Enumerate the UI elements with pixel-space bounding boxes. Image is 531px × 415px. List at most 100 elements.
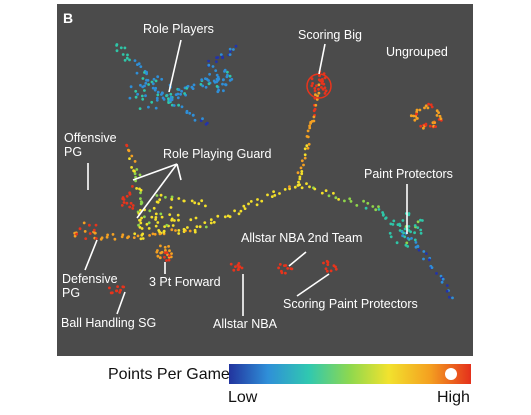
node-dot [138, 187, 141, 191]
node-dot [309, 120, 313, 124]
label-scoring-paint-protectors: Scoring Paint Protectors [283, 297, 418, 311]
node-dot [407, 225, 411, 228]
node-dot [125, 143, 128, 147]
node-dot [151, 232, 155, 236]
node-dot [326, 263, 330, 266]
node-dot [143, 89, 146, 92]
node-dot [300, 159, 304, 163]
node-dot [148, 209, 152, 213]
node-dot [139, 237, 143, 241]
node-dot [148, 234, 151, 237]
pointer-ball-handling-sg [116, 291, 126, 315]
node-dot [434, 125, 437, 128]
label-role-players: Role Players [143, 22, 214, 36]
node-dot [134, 179, 137, 183]
pointer-scoring-big [318, 43, 326, 75]
node-dot [389, 222, 393, 226]
node-dot [154, 218, 157, 221]
node-dot [438, 114, 442, 118]
node-dot [299, 166, 303, 170]
node-dot [82, 221, 86, 225]
node-dot [150, 100, 154, 104]
node-dot [204, 225, 208, 229]
node-dot [156, 254, 160, 258]
node-dot [232, 48, 235, 51]
node-dot [212, 220, 216, 224]
node-dot [159, 251, 163, 255]
node-dot [300, 170, 304, 173]
node-dot [217, 77, 221, 81]
node-dot [260, 199, 264, 203]
node-dot [167, 97, 170, 101]
label-role-playing-guard: Role Playing Guard [163, 147, 272, 161]
node-dot [119, 46, 123, 50]
node-dot [229, 50, 232, 53]
node-dot [143, 71, 146, 74]
node-dot [141, 232, 145, 236]
node-dot [277, 266, 280, 270]
node-dot [109, 291, 113, 295]
node-dot [226, 70, 229, 74]
node-dot [308, 124, 311, 128]
node-dot [284, 271, 287, 275]
pointer-allstar-2nd [288, 251, 307, 267]
node-dot [143, 215, 146, 219]
node-dot [151, 82, 155, 86]
node-dot [169, 95, 173, 99]
node-dot [83, 230, 87, 233]
node-dot [139, 221, 143, 225]
node-dot [78, 227, 82, 231]
node-dot [155, 200, 159, 204]
node-dot [140, 94, 144, 98]
node-dot [286, 267, 290, 270]
node-dot [323, 92, 327, 95]
node-dot [160, 215, 164, 219]
node-dot [159, 193, 163, 197]
node-dot [371, 205, 375, 208]
node-dot [167, 245, 170, 248]
legend-high-label: High [437, 389, 470, 406]
node-dot [207, 82, 211, 86]
node-dot [389, 235, 393, 239]
node-dot [189, 218, 193, 222]
node-dot [165, 223, 169, 227]
panel-letter: B [63, 10, 74, 26]
node-dot [377, 205, 380, 209]
node-dot [120, 204, 124, 207]
node-dot [433, 121, 436, 124]
node-dot [160, 93, 163, 96]
node-dot [108, 286, 111, 290]
node-dot [407, 212, 411, 215]
node-dot [156, 90, 160, 94]
node-dot [314, 103, 318, 107]
node-dot [430, 266, 434, 269]
node-dot [180, 105, 184, 109]
node-dot [320, 86, 323, 89]
node-dot [156, 75, 160, 79]
node-dot [211, 65, 215, 68]
node-dot [419, 218, 422, 222]
node-dot [226, 73, 229, 77]
node-dot [297, 180, 300, 184]
node-dot [193, 230, 197, 234]
node-dot [329, 269, 333, 273]
node-dot [136, 92, 139, 96]
node-dot [140, 227, 144, 230]
node-dot [413, 238, 417, 242]
node-dot [448, 295, 451, 299]
node-dot [167, 101, 170, 104]
node-dot [88, 232, 92, 235]
node-dot [135, 187, 138, 190]
node-dot [129, 85, 133, 89]
node-dot [129, 201, 133, 205]
node-dot [288, 185, 291, 189]
node-dot [144, 94, 147, 98]
node-dot [255, 203, 259, 207]
node-dot [143, 84, 146, 88]
node-dot [278, 192, 281, 195]
node-dot [288, 187, 291, 191]
node-dot [406, 245, 410, 248]
node-dot [324, 189, 328, 193]
node-dot [154, 106, 158, 110]
node-dot [200, 78, 204, 82]
